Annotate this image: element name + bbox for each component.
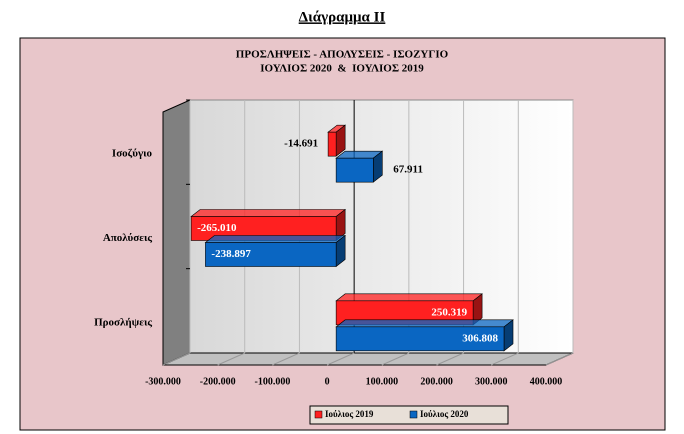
x-tick-label: 200.000	[420, 376, 453, 387]
bar-face	[327, 131, 337, 157]
value-label: 67.911	[393, 164, 423, 176]
value-label: 306.808	[462, 332, 498, 344]
x-tick-label: -100.000	[255, 376, 291, 387]
floor-line	[162, 352, 191, 366]
bar-face	[335, 157, 374, 183]
legend-box	[309, 405, 509, 425]
value-label: -265.010	[197, 222, 237, 234]
chart-subtitle: ΙΟΥΛΙΟΣ 2020 & ΙΟΥΛΙΟΣ 2019	[260, 63, 424, 75]
bar-top	[190, 209, 347, 217]
value-label: 250.319	[431, 306, 467, 318]
bar	[335, 150, 384, 183]
x-tick-label: 400.000	[530, 376, 563, 387]
floor-line	[545, 352, 574, 366]
chart-title: ΠΡΟΣΛΗΨΕΙΣ - ΑΠΟΛΥΣΕΙΣ - ΙΣΟΖΥΓΙΟ	[236, 49, 449, 61]
x-tick-label: 100.000	[366, 376, 399, 387]
side-wall	[162, 99, 191, 366]
legend-label: Ιούλιος 2019	[325, 409, 374, 419]
x-tick-label: -200.000	[200, 376, 236, 387]
y-tick-label: Ισοζύγιο	[112, 148, 153, 160]
plot: -300.000 -200.000 -100.000 0 100.000 200.000 3…	[94, 99, 574, 425]
bar-top	[204, 235, 347, 243]
legend-swatch	[409, 410, 418, 419]
x-tick-label: -300.000	[145, 376, 181, 387]
y-tick-label: Απολύσεις	[103, 232, 153, 244]
floor-line	[436, 352, 464, 366]
floor-line	[326, 352, 355, 366]
floor-line	[491, 352, 519, 366]
bar	[204, 234, 347, 268]
x-tick-label: 0	[325, 376, 330, 387]
floor	[162, 352, 574, 366]
floor-line	[217, 352, 245, 366]
value-label: -14.691	[284, 138, 318, 150]
bar	[335, 319, 514, 352]
x-tick-label: 300.000	[475, 376, 508, 387]
floor-line	[272, 352, 300, 366]
heading: Διάγραμμα ΙΙ	[299, 9, 386, 25]
floor-line	[381, 352, 410, 366]
bar-top	[335, 319, 514, 328]
legend-swatch	[314, 410, 323, 419]
value-label: -238.897	[211, 248, 251, 260]
legend-label: Ιούλιος 2020	[420, 409, 469, 419]
bar-top	[335, 293, 483, 302]
bar	[327, 124, 347, 157]
y-tick-label: Προσλήψεις	[94, 316, 152, 328]
bar-face	[205, 242, 337, 267]
bar-face	[335, 326, 505, 352]
